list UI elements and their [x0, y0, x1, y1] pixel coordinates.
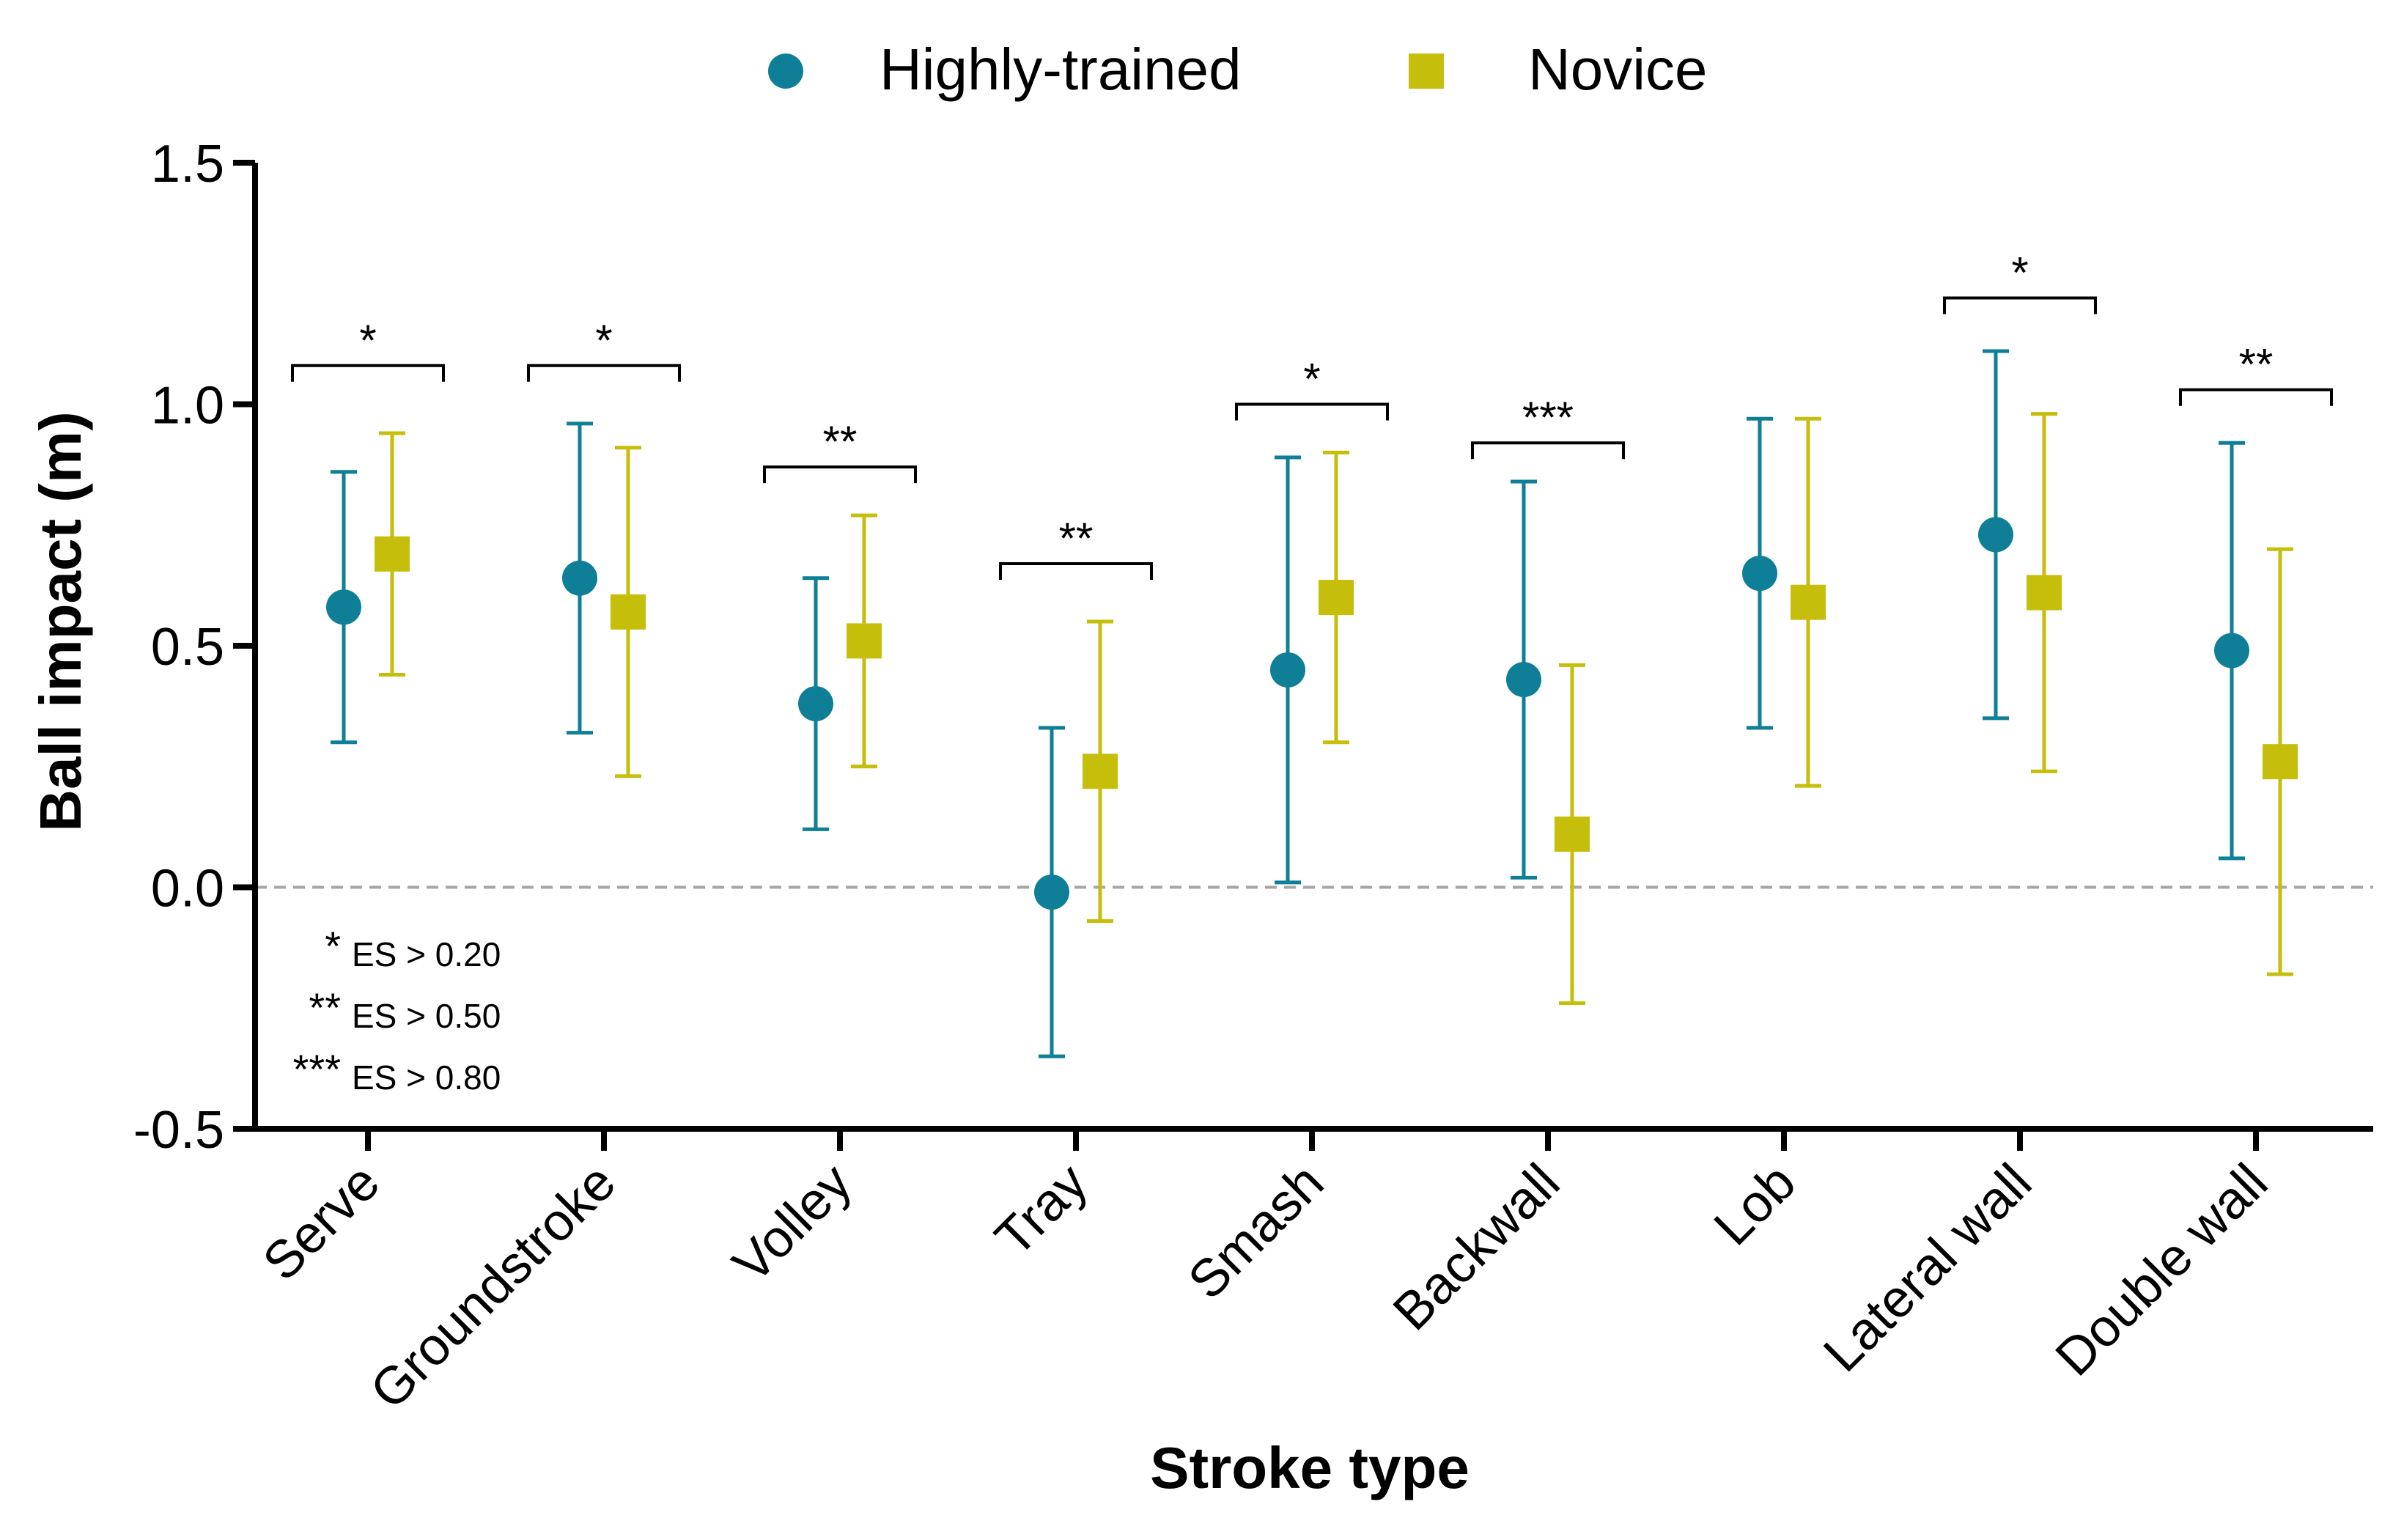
es-legend-stars: ***	[293, 1046, 341, 1092]
significance-label: ***	[1522, 393, 1574, 442]
y-tick-label: 0.0	[151, 860, 224, 918]
x-tick-label: Smash	[1177, 1153, 1335, 1311]
es-legend-text: ES > 0.80	[352, 1058, 501, 1097]
y-tick-label: 1.0	[151, 377, 224, 435]
legend-label-highly-trained: Highly-trained	[880, 37, 1242, 102]
significance-label: **	[2239, 340, 2274, 389]
data-point-highly-trained	[2214, 633, 2249, 668]
data-point-highly-trained	[326, 589, 361, 625]
legend-marker-highly-trained	[768, 54, 803, 89]
significance-bracket	[1943, 296, 2097, 314]
es-legend-text: ES > 0.20	[352, 935, 501, 973]
data-point-highly-trained	[1270, 652, 1305, 688]
es-legend-text: ES > 0.50	[352, 997, 501, 1035]
data-point-novice	[375, 536, 410, 572]
data-point-highly-trained	[1978, 517, 2013, 553]
significance-label: *	[1303, 355, 1320, 404]
significance-label: **	[1059, 514, 1094, 563]
data-point-highly-trained	[1742, 556, 1777, 592]
data-point-novice	[611, 594, 646, 630]
legend-label-novice: Novice	[1528, 37, 1708, 102]
significance-label: *	[359, 316, 376, 365]
es-legend-stars: **	[309, 984, 341, 1031]
data-point-highly-trained	[798, 686, 833, 722]
x-tick-label: Lob	[1703, 1153, 1807, 1257]
legend-marker-novice	[1409, 54, 1444, 89]
data-point-novice	[2263, 744, 2298, 780]
x-tick-label: Groundstroke	[359, 1153, 627, 1421]
significance-bracket	[1471, 441, 1625, 460]
x-tick-label: Serve	[252, 1153, 391, 1292]
y-axis-title: Ball impact (m)	[28, 411, 93, 831]
significance-label: **	[823, 417, 858, 466]
significance-label: *	[595, 316, 612, 365]
es-legend-stars: *	[325, 923, 341, 969]
significance-label: *	[2011, 248, 2028, 298]
x-tick-label: Backwall	[1382, 1153, 1571, 1341]
y-tick-label: 1.5	[151, 135, 224, 194]
data-point-novice	[1319, 580, 1354, 616]
x-tick-label: Tray	[984, 1153, 1099, 1268]
data-point-highly-trained	[562, 560, 597, 596]
data-point-novice	[2027, 575, 2062, 611]
data-point-novice	[1083, 754, 1118, 789]
significance-bracket	[2179, 388, 2333, 406]
data-point-highly-trained	[1506, 662, 1541, 698]
data-point-novice	[847, 623, 882, 659]
significance-bracket	[291, 364, 445, 382]
data-point-novice	[1791, 584, 1826, 620]
significance-bracket	[527, 364, 681, 382]
significance-bracket	[1235, 402, 1389, 421]
legend: Highly-trained Novice	[768, 37, 1708, 102]
data-point-highly-trained	[1034, 874, 1069, 910]
y-tick-label: -0.5	[133, 1101, 224, 1160]
significance-bracket	[999, 561, 1153, 580]
x-tick-label: Lateral wall	[1813, 1153, 2043, 1383]
significance-bracket	[763, 465, 917, 484]
data-point-novice	[1555, 817, 1590, 852]
y-tick-label: 0.5	[151, 618, 224, 677]
x-tick-label: Volley	[722, 1153, 863, 1294]
x-axis-title: Stroke type	[1150, 1435, 1470, 1500]
x-tick-label: Double wall	[2045, 1153, 2279, 1388]
